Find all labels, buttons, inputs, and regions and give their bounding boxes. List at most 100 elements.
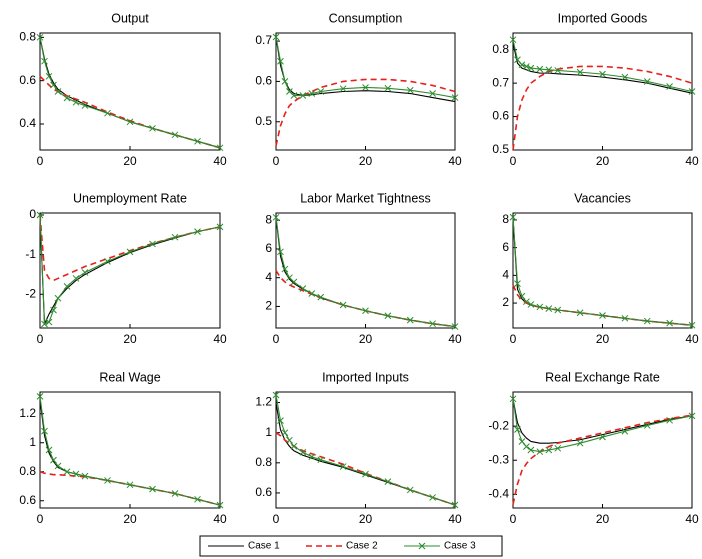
y-tick-label: 0.4 (19, 116, 36, 130)
marker (384, 478, 392, 485)
series-line (39, 214, 221, 325)
series-line (512, 284, 693, 327)
marker (643, 317, 651, 325)
subplot: Unemployment Rate -2 -1 0 0 20 40 (25, 191, 227, 346)
marker (451, 501, 459, 509)
marker (406, 486, 414, 494)
plot-frame (275, 32, 456, 151)
marker (666, 416, 673, 424)
plot-frame (39, 391, 221, 509)
y-tick-label: 6 (265, 241, 272, 255)
marker (643, 422, 651, 429)
x-tick-label: 0 (510, 154, 517, 168)
subplot: Imported Goods 0.5 0.6 0.7 0.8 0 20 40 (492, 11, 699, 168)
x-tick-label: 40 (213, 154, 227, 168)
x-tick-label: 0 (273, 332, 280, 346)
x-tick-label: 20 (596, 512, 610, 526)
x-tick-label: 40 (448, 154, 462, 168)
marker (576, 309, 584, 317)
marker (666, 319, 673, 327)
marker (50, 456, 57, 464)
plot-frame (512, 212, 693, 329)
marker (81, 472, 89, 480)
plot-frame (39, 32, 221, 151)
legend: Case 1 Case 2 Case 3 (199, 535, 503, 557)
marker (126, 248, 134, 256)
marker (290, 278, 298, 286)
marker (554, 444, 562, 452)
marker (406, 316, 414, 324)
series-line (39, 399, 221, 506)
plot-frame (39, 212, 221, 329)
subplot-title: Vacancies (574, 191, 631, 205)
y-tick-label: -2 (25, 286, 36, 300)
series-line (512, 414, 693, 505)
marker (688, 321, 696, 329)
marker (429, 494, 436, 501)
marker (81, 269, 89, 276)
y-tick-label: 1.2 (255, 395, 272, 409)
x-tick-label: 40 (448, 332, 462, 346)
marker (277, 417, 284, 424)
marker (272, 391, 280, 399)
y-tick-label: 0.8 (19, 464, 36, 478)
marker (339, 463, 347, 470)
series-line (512, 398, 693, 444)
series-line (512, 398, 693, 453)
y-tick-label: -1 (25, 247, 36, 261)
marker (290, 442, 298, 450)
marker (621, 73, 629, 81)
x-tick-label: 40 (685, 154, 699, 168)
marker (216, 501, 224, 509)
marker (384, 312, 392, 320)
marker (277, 248, 284, 256)
y-tick-label: 0.5 (255, 114, 272, 128)
marker (518, 61, 526, 69)
marker (216, 223, 224, 231)
marker (194, 228, 201, 235)
marker (63, 94, 71, 102)
marker (308, 290, 316, 297)
subplot-title: Imported Goods (558, 11, 648, 25)
marker (72, 470, 80, 478)
x-tick-label: 40 (213, 332, 227, 346)
marker (272, 213, 280, 221)
y-tick-label: 2 (502, 295, 509, 309)
series-line (512, 217, 693, 326)
marker (536, 448, 544, 456)
series-line (512, 39, 693, 93)
subplot-title: Labor Market Tightness (300, 191, 431, 205)
marker (36, 33, 44, 41)
marker (643, 78, 651, 85)
marker (527, 64, 535, 72)
marker (126, 118, 134, 126)
y-tick-label: 0.6 (255, 485, 272, 499)
series-line (512, 217, 693, 326)
marker (126, 481, 134, 489)
marker (509, 395, 517, 403)
marker (527, 301, 535, 308)
marker (688, 88, 696, 95)
marker (554, 306, 562, 314)
marker (41, 427, 48, 435)
legend-label: Case 2 (346, 541, 378, 552)
marker (50, 81, 57, 89)
marker (545, 446, 553, 454)
x-tick-label: 0 (273, 512, 280, 526)
marker (299, 448, 307, 456)
series-line (512, 65, 693, 151)
marker (194, 137, 201, 145)
y-tick-label: 1.2 (19, 406, 36, 420)
marker (599, 433, 606, 441)
marker (171, 490, 179, 497)
marker (281, 265, 289, 273)
x-tick-label: 40 (448, 512, 462, 526)
x-tick-label: 40 (213, 512, 227, 526)
marker (317, 456, 325, 464)
marker (308, 453, 316, 461)
marker (523, 443, 530, 450)
x-tick-label: 20 (596, 332, 610, 346)
marker (45, 446, 53, 454)
marker (621, 314, 629, 322)
